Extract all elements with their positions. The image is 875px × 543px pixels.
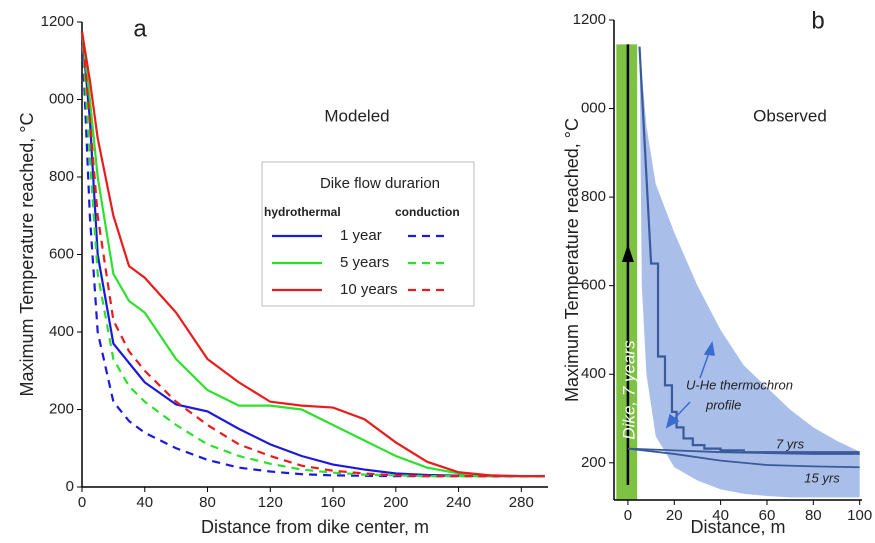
x-tick-label: 80 [199,494,216,511]
legend-label: 1 year [340,227,382,244]
model-line [627,447,860,455]
x-tick-label: 200 [383,494,408,511]
arrow [672,401,691,421]
y-tick-label: 400 [581,365,606,382]
series-label: 7 yrs [776,436,805,451]
legend-title: Dike flow durarion [320,175,440,192]
legend-label: 10 years [340,281,398,298]
y-tick-label: 200 [581,454,606,471]
legend-label: 5 years [340,254,389,271]
x-tick-label: 240 [446,494,471,511]
y-tick-label: 400 [49,323,74,340]
panel-annotation: Observed [753,106,827,125]
panel-label: a [133,15,147,42]
x-tick-label: 0 [78,494,86,511]
y-axis-label: Maximum Temperature reached, °C [17,113,37,397]
x-tick-label: 80 [805,507,822,524]
y-tick-label: 200 [49,400,74,417]
arrow-head [665,413,680,429]
series-label: 15 yrs [804,470,840,485]
x-tick-label: 100 [847,507,872,524]
dike-label: Dike, 7 years [619,340,638,440]
x-tick-label: 40 [136,494,153,511]
arrow-head [703,340,715,356]
legend-header: conduction [395,205,460,219]
y-tick-label: 800 [49,168,74,185]
hydrothermal-line [80,31,545,478]
dike-arrow-head [621,244,634,262]
y-tick-label: 600 [581,277,606,294]
profile-label: U-He thermochron [686,377,793,392]
y-tick-label: 1200 [41,13,74,30]
hydrothermal-line [80,31,545,478]
thermochron-profile [638,46,860,454]
profile-label: profile [705,397,741,412]
annotation-arrows [665,340,715,429]
x-tick-label: 120 [258,494,283,511]
x-tick-label: 160 [321,494,346,511]
conduction-line [80,31,545,478]
y-tick-label: 0 [66,478,74,495]
y-tick-label: 000 [49,90,74,107]
legend-header: hydrothermal [264,205,341,219]
y-tick-label: 800 [581,188,606,205]
conduction-line [80,31,545,478]
x-tick-label: 280 [509,494,534,511]
x-tick-label: 0 [624,507,632,524]
panel-annotation: Modeled [324,106,389,125]
x-axis-label: Distance from dike center, m [201,517,429,537]
uncertainty-band [639,46,860,498]
model-line [627,447,860,469]
y-tick-label: 000 [581,100,606,117]
y-tick-label: 1200 [573,11,606,28]
x-tick-label: 60 [759,507,776,524]
y-tick-label: 600 [49,245,74,262]
y-axis-label: Maximum Temperature reached, °C [562,118,582,402]
legend-box [261,161,475,307]
hydrothermal-line [80,31,545,478]
x-tick-label: 20 [666,507,683,524]
x-tick-label: 40 [712,507,729,524]
panel-label: b [811,7,824,34]
x-axis-label: Distance, m [690,517,785,537]
